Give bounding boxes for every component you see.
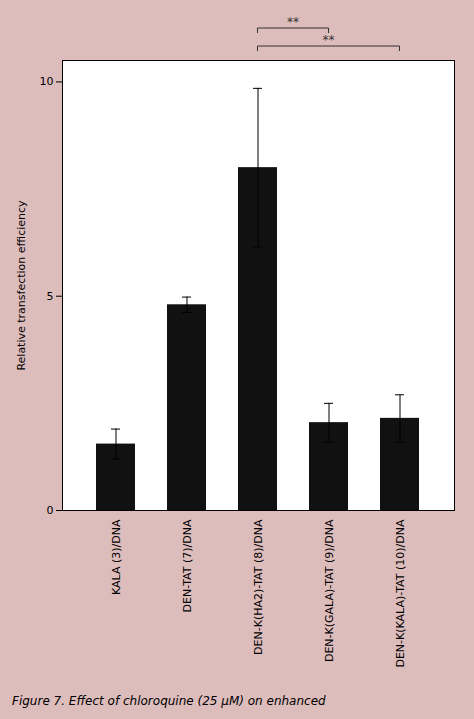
svg-text:0: 0 xyxy=(47,504,54,517)
html-text:Figure 7. Effect of chloroquin: Figure 7. Effect of chloroquine (25 μM) … xyxy=(12,694,326,708)
svg-text:10: 10 xyxy=(40,75,54,88)
svg-text:5: 5 xyxy=(47,290,54,303)
svg-text:DEN-TAT (7)/DNA: DEN-TAT (7)/DNA xyxy=(181,519,194,612)
svg-text:DEN-K(GALA)-TAT (9)/DNA: DEN-K(GALA)-TAT (9)/DNA xyxy=(323,519,336,662)
svg-text:**: ** xyxy=(287,15,299,29)
svg-text:DEN-K(HA2)-TAT (8)/DNA: DEN-K(HA2)-TAT (8)/DNA xyxy=(252,519,265,655)
svg-text:KALA (3)/DNA: KALA (3)/DNA xyxy=(110,519,123,595)
svg-text:**: ** xyxy=(323,33,335,47)
svg-text:DEN-K(KALA)-TAT (10)/DNA: DEN-K(KALA)-TAT (10)/DNA xyxy=(394,519,407,668)
svg-text:Relative transfection efficien: Relative transfection efficiency xyxy=(15,200,28,371)
